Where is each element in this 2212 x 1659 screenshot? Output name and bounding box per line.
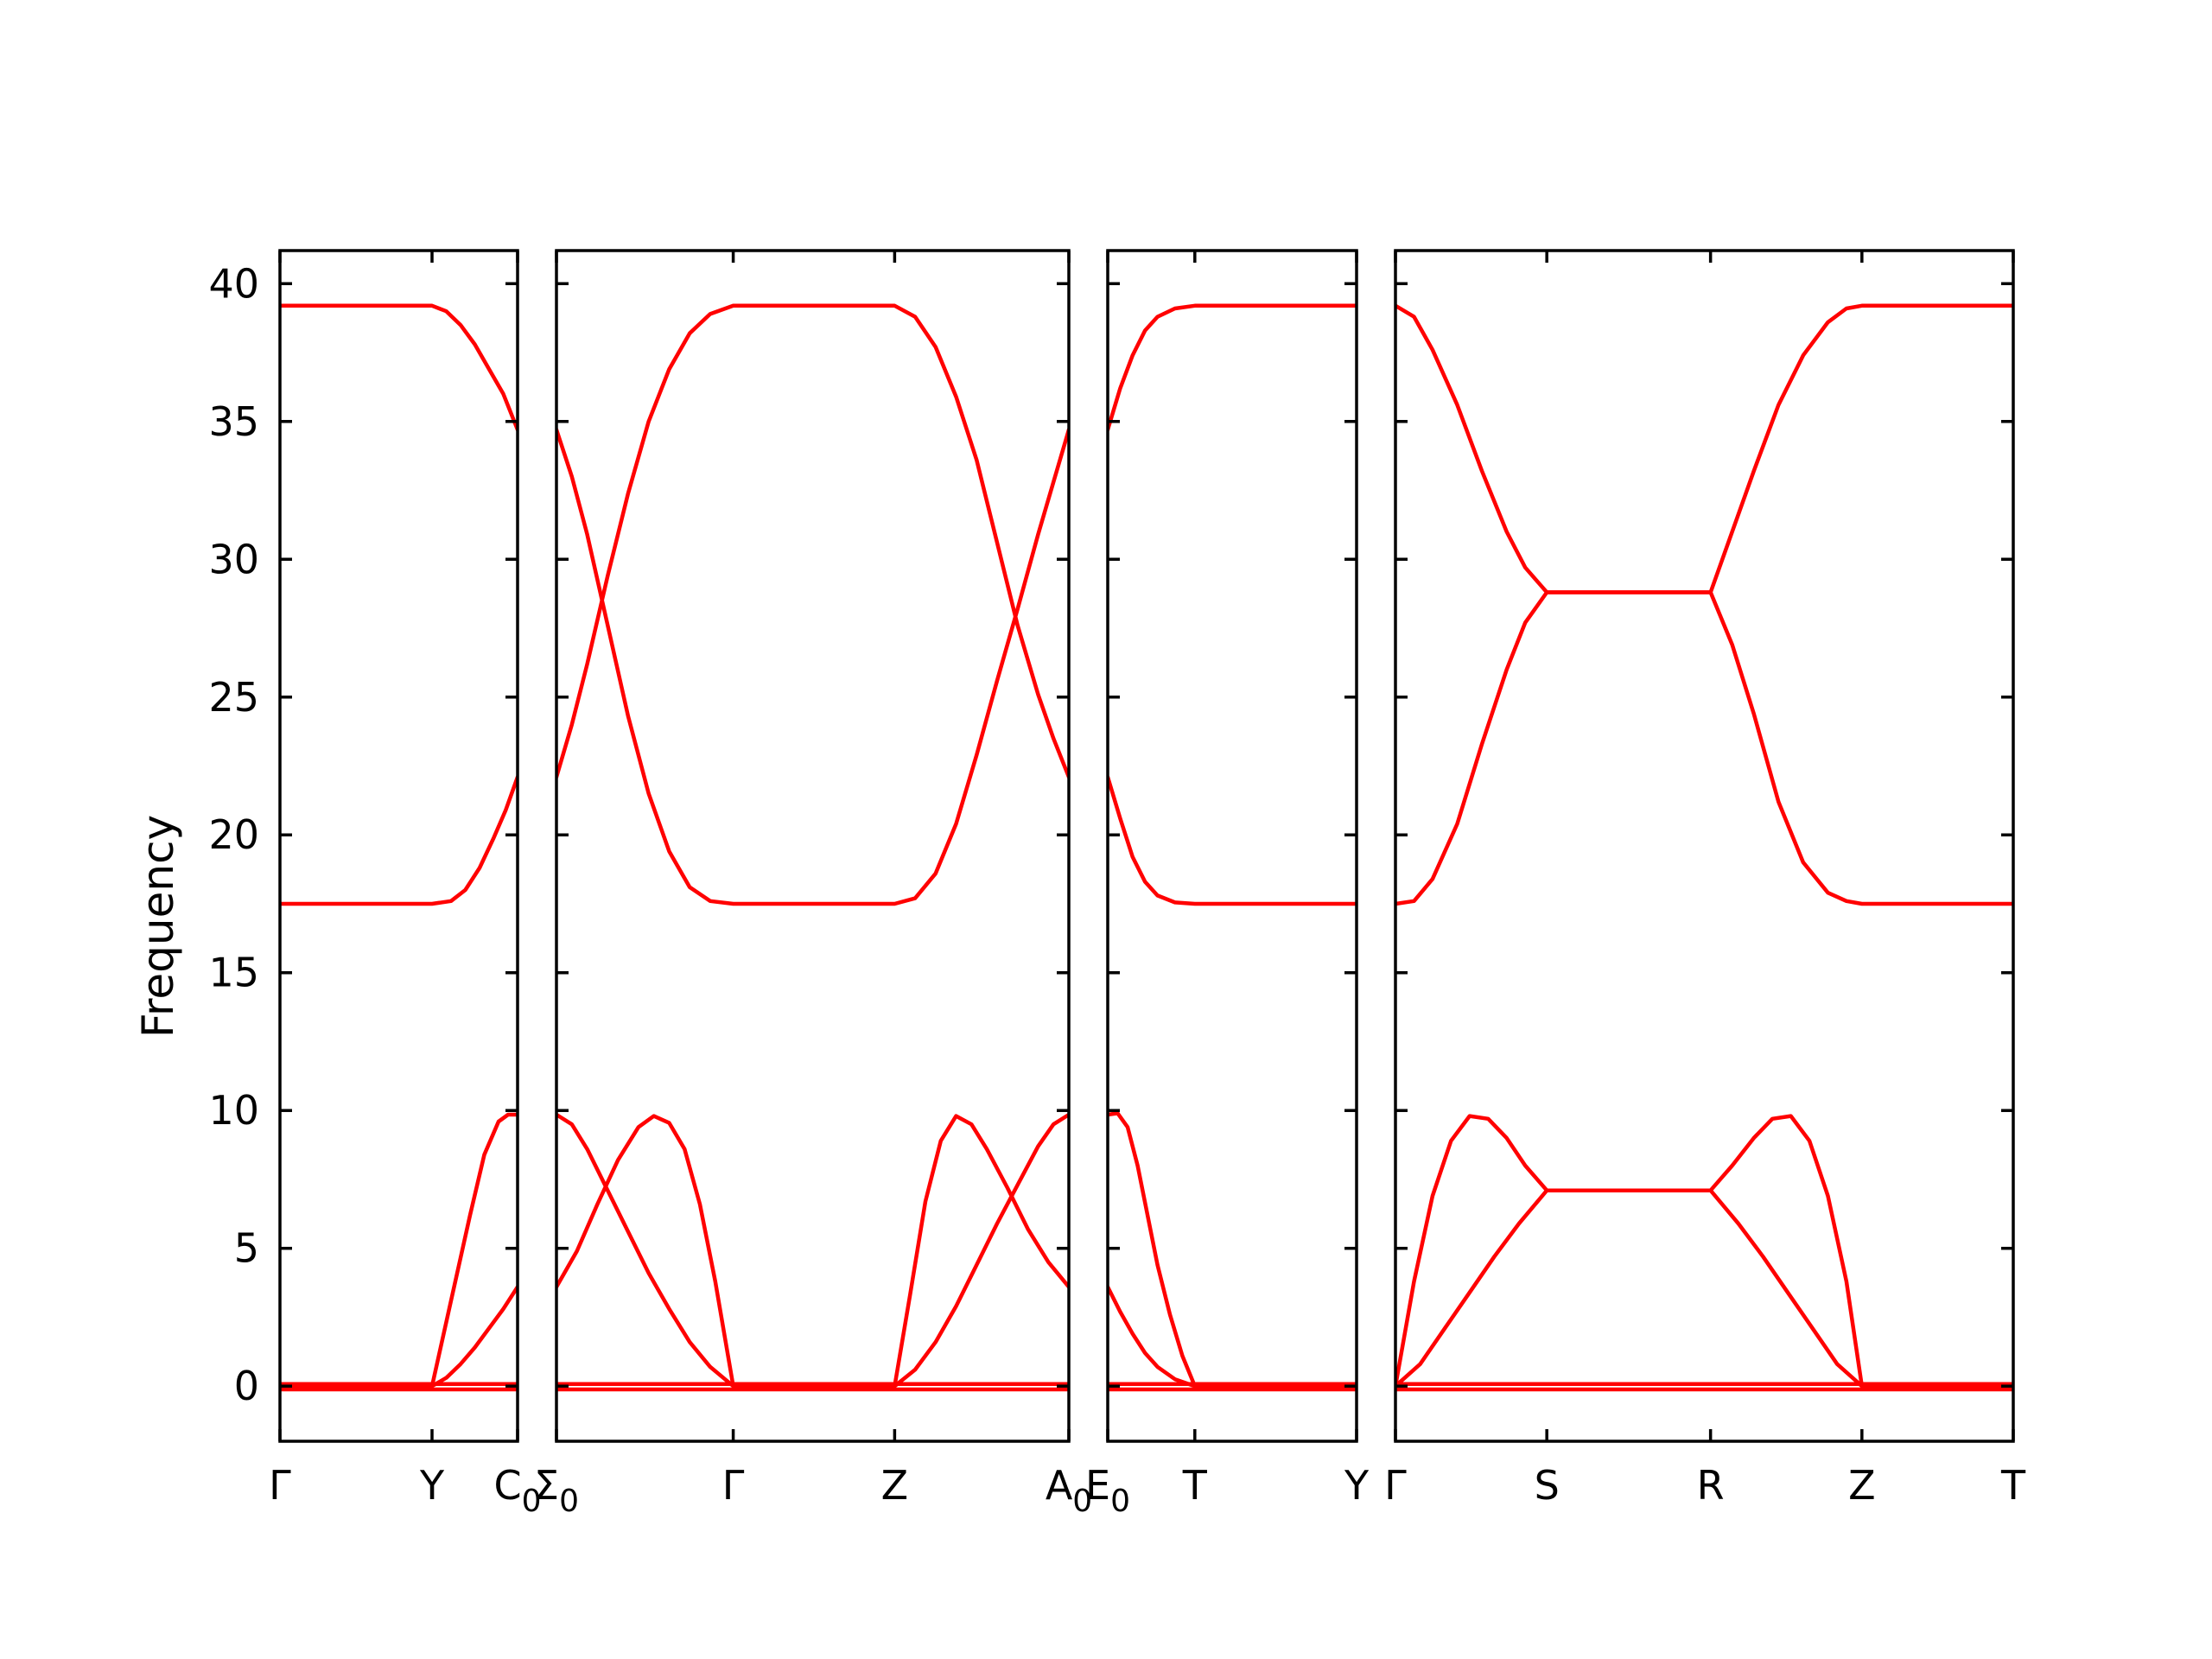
panel-frame: [278, 249, 519, 1443]
bands: [556, 303, 1069, 1392]
x-tick-label: R: [1697, 1462, 1725, 1509]
panel-frame: [555, 249, 1071, 1443]
band-line-1: [556, 428, 1069, 906]
band-line-4: [556, 1112, 1069, 1389]
x-tick-label: C0: [493, 1462, 541, 1519]
band-line-3: [280, 1112, 518, 1389]
x-tick-label: Y: [1344, 1462, 1370, 1509]
y-tick-label: 35: [208, 398, 259, 445]
x-tick-label: Σ0: [534, 1462, 579, 1519]
x-tick-label: Γ: [722, 1462, 745, 1509]
band-line-1: [280, 303, 518, 432]
y-tick-label: 20: [208, 811, 259, 858]
panel-1: Γ Y C0: [269, 249, 542, 1519]
x-tick-label: Γ: [1384, 1462, 1407, 1509]
band-line-2: [280, 775, 518, 906]
band-line-2: [1395, 303, 2013, 906]
panel-2: Σ0 Γ Z A0: [534, 249, 1092, 1519]
x-tick-label: A0: [1046, 1462, 1092, 1519]
y-tick-labels: 0 5 10 15 20 25 30 35 40: [208, 260, 259, 1409]
band-line-3: [1395, 1114, 2013, 1389]
panel-frame: [1106, 249, 1358, 1443]
band-line-3: [1108, 1111, 1357, 1389]
bands: [1395, 303, 2013, 1392]
band-line-4: [1108, 1285, 1357, 1389]
x-tick-label: E0: [1085, 1462, 1130, 1519]
y-tick-label: 15: [208, 950, 259, 996]
y-tick-label: 10: [208, 1087, 259, 1134]
y-tick-label: 40: [208, 260, 259, 307]
y-tick-label: 25: [208, 674, 259, 721]
bands: [1108, 303, 1357, 1392]
x-tick-label: Z: [881, 1462, 909, 1509]
band-line-3: [556, 1114, 1069, 1389]
y-tick-label: 5: [234, 1225, 259, 1272]
x-tick-label: T: [2000, 1462, 2026, 1509]
panel-3: E0 T Y: [1085, 249, 1370, 1519]
band-line-1: [1395, 303, 2013, 906]
panel-frame: [1394, 249, 2015, 1443]
y-axis-title: Frequency: [133, 815, 183, 1038]
x-tick-label: Y: [419, 1462, 445, 1509]
band-line-4: [280, 1285, 518, 1389]
band-line-2: [1108, 775, 1357, 906]
band-line-1: [1108, 303, 1357, 432]
x-tick-label: T: [1182, 1462, 1208, 1509]
band-line-4: [1395, 1188, 2013, 1389]
x-tick-label: Z: [1848, 1462, 1876, 1509]
y-tick-label: 30: [208, 536, 259, 582]
x-tick-label: Γ: [269, 1462, 291, 1509]
y-tick-label: 0: [234, 1363, 259, 1409]
bands: [280, 303, 518, 1392]
x-tick-label: S: [1535, 1462, 1560, 1509]
band-line-2: [556, 303, 1069, 779]
